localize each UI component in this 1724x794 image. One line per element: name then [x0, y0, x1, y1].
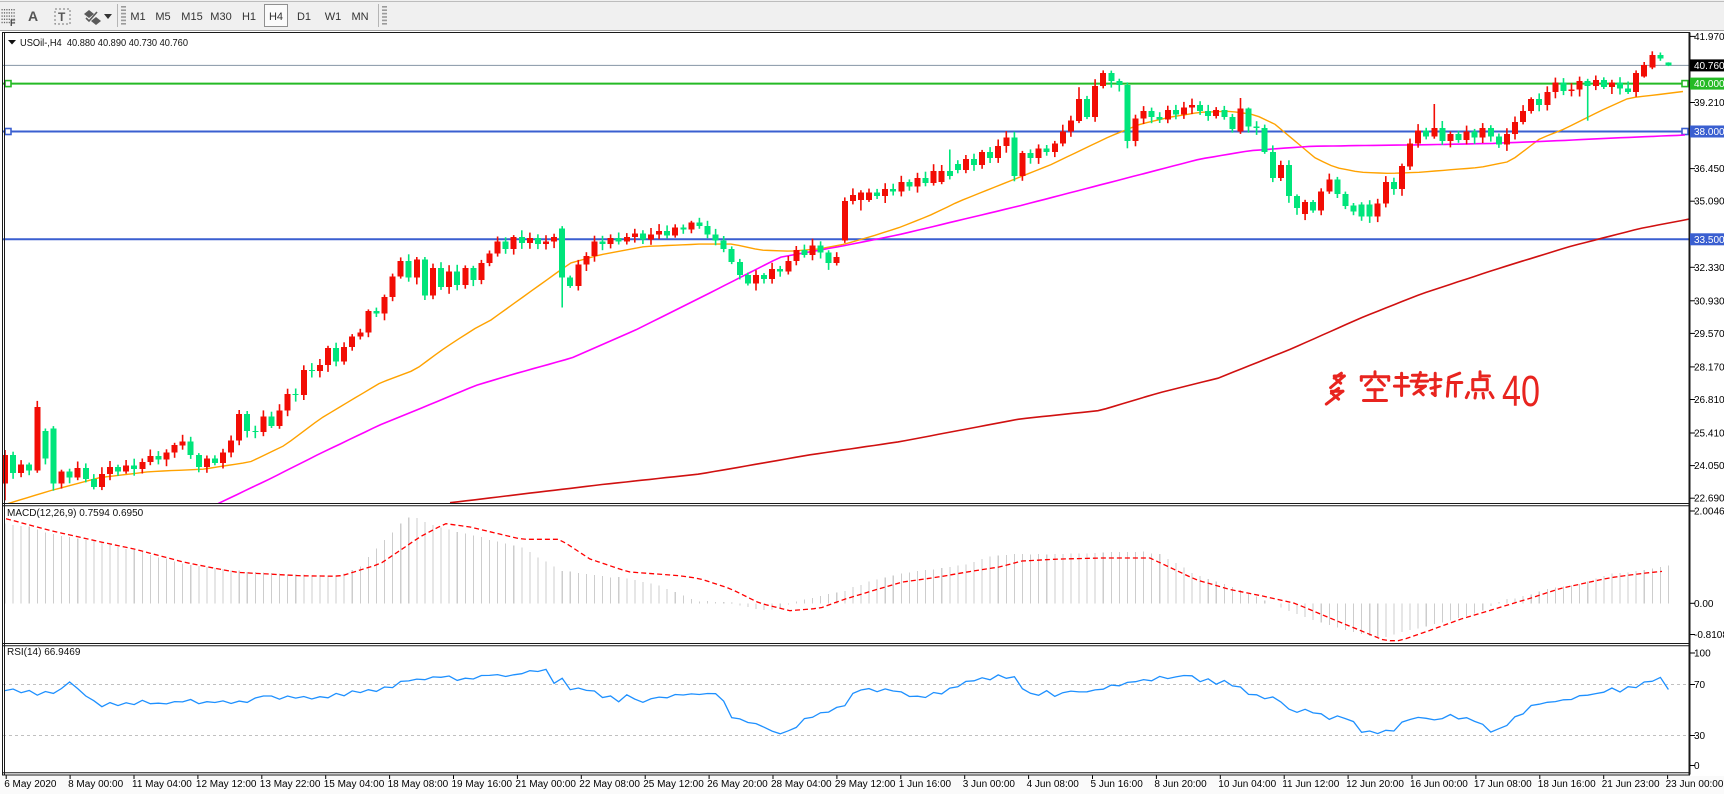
- svg-text:-0.8108: -0.8108: [1694, 630, 1724, 641]
- svg-text:29.570: 29.570: [1694, 329, 1724, 340]
- svg-text:4 Jun 08:00: 4 Jun 08:00: [1027, 779, 1080, 790]
- svg-text:A: A: [28, 8, 38, 24]
- svg-text:H4: H4: [269, 11, 283, 23]
- svg-text:D1: D1: [297, 11, 311, 23]
- svg-text:30: 30: [1694, 731, 1706, 742]
- svg-text:16 Jun 00:00: 16 Jun 00:00: [1410, 779, 1468, 790]
- svg-text:13 May 22:00: 13 May 22:00: [260, 779, 321, 790]
- svg-text:26 May 20:00: 26 May 20:00: [707, 779, 768, 790]
- svg-text:17 Jun 08:00: 17 Jun 08:00: [1474, 779, 1532, 790]
- svg-text:8 Jun 20:00: 8 Jun 20:00: [1154, 779, 1207, 790]
- svg-text:40: 40: [1502, 367, 1540, 416]
- svg-text:M30: M30: [210, 11, 231, 23]
- svg-text:28 May 04:00: 28 May 04:00: [771, 779, 832, 790]
- svg-text:12 May 12:00: 12 May 12:00: [196, 779, 257, 790]
- svg-text:33.500: 33.500: [1694, 235, 1724, 246]
- svg-text:W1: W1: [325, 11, 342, 23]
- svg-text:0: 0: [1694, 761, 1700, 772]
- svg-text:21 May 00:00: 21 May 00:00: [515, 779, 576, 790]
- svg-text:36.450: 36.450: [1694, 164, 1724, 175]
- svg-text:MACD(12,26,9) 0.7594 0.6950: MACD(12,26,9) 0.7594 0.6950: [7, 508, 144, 519]
- svg-text:12 Jun 20:00: 12 Jun 20:00: [1346, 779, 1404, 790]
- svg-text:F: F: [10, 18, 16, 28]
- svg-text:39.210: 39.210: [1694, 98, 1724, 109]
- svg-text:18 May 08:00: 18 May 08:00: [388, 779, 449, 790]
- svg-text:28.170: 28.170: [1694, 362, 1724, 373]
- svg-text:24.050: 24.050: [1694, 461, 1724, 472]
- svg-text:100: 100: [1694, 649, 1711, 660]
- svg-text:MN: MN: [351, 11, 368, 23]
- svg-text:5 Jun 16:00: 5 Jun 16:00: [1091, 779, 1144, 790]
- svg-text:8 May 00:00: 8 May 00:00: [68, 779, 123, 790]
- svg-text:70: 70: [1694, 680, 1706, 691]
- svg-text:USOil-,H4 40.880 40.890 40.73: USOil-,H4 40.880 40.890 40.730 40.760: [20, 38, 188, 49]
- svg-text:25 May 12:00: 25 May 12:00: [643, 779, 704, 790]
- svg-text:21 Jun 23:00: 21 Jun 23:00: [1602, 779, 1660, 790]
- svg-text:1 Jun 16:00: 1 Jun 16:00: [899, 779, 952, 790]
- svg-text:22.690: 22.690: [1694, 494, 1724, 505]
- svg-text:22 May 08:00: 22 May 08:00: [579, 779, 640, 790]
- svg-text:23 Jun 00:00: 23 Jun 00:00: [1666, 779, 1724, 790]
- svg-text:M5: M5: [155, 11, 170, 23]
- svg-text:10 Jun 04:00: 10 Jun 04:00: [1218, 779, 1276, 790]
- svg-text:19 May 16:00: 19 May 16:00: [452, 779, 513, 790]
- svg-text:32.330: 32.330: [1694, 263, 1724, 274]
- svg-text:3 Jun 00:00: 3 Jun 00:00: [963, 779, 1016, 790]
- svg-text:30.930: 30.930: [1694, 296, 1724, 307]
- svg-text:0.00: 0.00: [1694, 599, 1714, 610]
- svg-text:35.090: 35.090: [1694, 197, 1724, 208]
- svg-text:40.760: 40.760: [1694, 61, 1724, 72]
- svg-text:11 May 04:00: 11 May 04:00: [132, 779, 192, 790]
- svg-text:41.970: 41.970: [1694, 32, 1724, 43]
- svg-text:15 May 04:00: 15 May 04:00: [324, 779, 385, 790]
- svg-text:25.410: 25.410: [1694, 429, 1724, 440]
- svg-text:M1: M1: [130, 11, 145, 23]
- svg-text:H1: H1: [242, 11, 256, 23]
- svg-text:38.000: 38.000: [1694, 127, 1724, 138]
- svg-text:6 May 2020: 6 May 2020: [4, 779, 57, 790]
- svg-text:2.0046: 2.0046: [1694, 507, 1724, 518]
- svg-text:T: T: [58, 10, 66, 24]
- svg-text:M15: M15: [181, 11, 202, 23]
- svg-text:RSI(14) 66.9469: RSI(14) 66.9469: [7, 647, 81, 658]
- svg-text:26.810: 26.810: [1694, 395, 1724, 406]
- svg-text:18 Jun 16:00: 18 Jun 16:00: [1538, 779, 1596, 790]
- svg-text:11 Jun 12:00: 11 Jun 12:00: [1282, 779, 1340, 790]
- svg-text:29 May 12:00: 29 May 12:00: [835, 779, 896, 790]
- svg-text:40.000: 40.000: [1694, 79, 1724, 90]
